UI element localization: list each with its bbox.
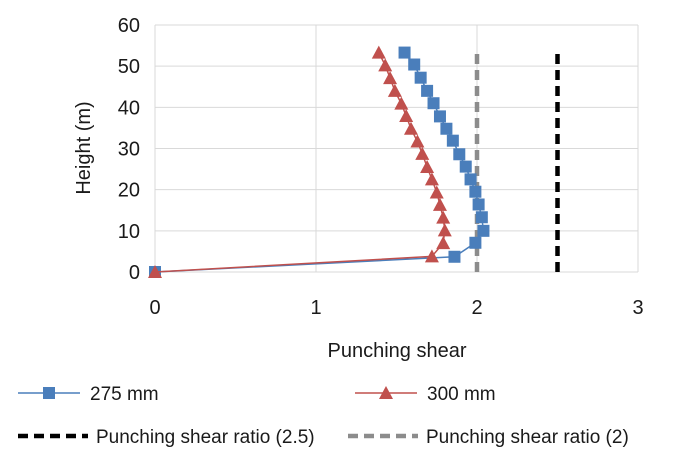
axes: 0 10 20 30 40 50 60 0 1 2 3 [118,15,644,319]
legend-marker [43,387,55,399]
y-tick-label: 50 [118,56,140,78]
data-point [427,97,440,110]
data-point [459,160,472,173]
legend-label: Punching shear ratio (2.5) [96,427,315,448]
data-point [464,173,477,186]
y-tick-label: 10 [118,221,140,243]
data-point [403,121,418,135]
data-point [394,96,409,110]
y-tick-label: 30 [118,139,140,161]
x-tick-label: 2 [471,297,482,319]
y-tick-label: 60 [118,15,140,37]
x-axis-label: Punching shear [328,340,467,362]
x-tick-label: 0 [149,297,160,319]
data-point [383,71,398,85]
data-point [433,110,446,123]
x-tick-label: 3 [632,297,643,319]
data-point [437,223,452,237]
data-point [453,148,466,161]
y-axis-label: Height (m) [73,101,95,194]
data-point [421,84,434,97]
data-point [424,172,439,186]
data-point [378,58,393,72]
data-point [387,83,402,97]
data-point [472,198,485,211]
data-point [148,265,162,278]
data-point [448,250,461,263]
data-point [469,236,482,249]
data-point [408,58,421,71]
x-tick-label: 1 [310,297,321,319]
legend-label: 300 mm [427,384,496,405]
data-point [420,160,435,174]
data-point [475,211,488,224]
y-tick-label: 0 [129,262,140,284]
series-1 [148,45,452,278]
data-point [477,224,490,237]
legend-marker [379,386,393,399]
y-tick-label: 20 [118,180,140,202]
data-point [446,134,459,147]
data-point [399,108,414,122]
data-point [436,210,451,224]
legend-item: Punching shear ratio (2) [348,427,629,448]
data-point [371,45,386,59]
legend: 275 mm 300 mm Punching shear ratio (2.5) Pu… [18,384,629,448]
legend-item: 300 mm [355,384,496,405]
legend-item: 275 mm [18,384,159,405]
legend-label: 275 mm [90,384,159,405]
data-point [440,122,453,135]
plot-series [148,45,560,278]
data-point [429,185,444,199]
data-point [436,236,451,250]
data-point [469,185,482,198]
legend-label: Punching shear ratio (2) [426,427,629,448]
data-point [398,46,411,59]
y-tick-label: 40 [118,97,140,119]
data-point [414,71,427,84]
data-point [415,146,430,160]
data-point [432,197,447,211]
legend-item: Punching shear ratio (2.5) [18,427,315,448]
data-point [410,134,425,148]
data-point [424,249,439,263]
series-0 [149,46,490,278]
